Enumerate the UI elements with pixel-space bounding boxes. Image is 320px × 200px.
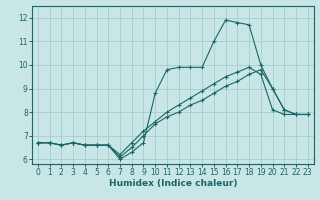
X-axis label: Humidex (Indice chaleur): Humidex (Indice chaleur) [108,179,237,188]
